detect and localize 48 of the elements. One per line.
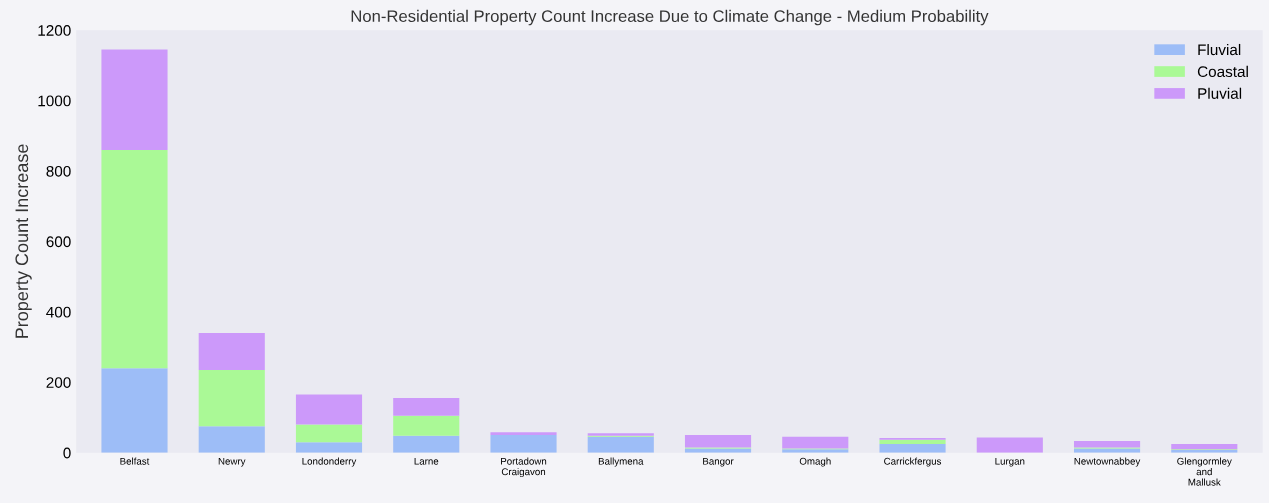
bar	[393, 398, 460, 416]
bar	[490, 435, 557, 453]
bar	[879, 443, 946, 453]
x-tick-label: Ballymena	[598, 457, 644, 467]
bar	[198, 426, 265, 453]
bar	[295, 424, 363, 443]
legend-label: Fluvial	[1198, 43, 1241, 56]
bar	[490, 432, 557, 436]
x-tick-label: Lurgan	[995, 457, 1025, 467]
x-tick-label: Carrickfergus	[884, 457, 942, 467]
y-tick-label: 0	[63, 447, 71, 459]
bar	[101, 49, 168, 150]
bar	[684, 435, 752, 448]
y-tick-label: 1200	[38, 25, 71, 36]
y-tick-label: 400	[46, 306, 71, 318]
bar	[1171, 443, 1238, 450]
bar	[198, 369, 265, 427]
bar	[1073, 441, 1141, 448]
bar	[393, 415, 460, 436]
bar	[587, 436, 654, 453]
legend-label: Coastal	[1197, 65, 1248, 78]
bar	[684, 448, 752, 453]
bar	[976, 437, 1043, 453]
chart-title: Non-Residential Property Count Increase Due to Climate Change - Medium Probability	[351, 9, 989, 26]
y-tick-label: 800	[46, 165, 71, 177]
x-tick-label: Omagh	[799, 457, 831, 467]
x-tick-label: Belfast	[120, 457, 150, 465]
x-tick-label: Newry	[218, 457, 246, 467]
x-tick-label: Londonderry	[302, 457, 357, 467]
y-tick-label: 200	[46, 377, 71, 388]
bar	[101, 149, 168, 369]
bar	[295, 394, 363, 425]
bar	[198, 332, 265, 370]
x-tick-label: Glengormley and Mallusk	[1177, 457, 1232, 486]
x-tick-label: Larne	[414, 457, 439, 465]
bar	[879, 439, 946, 444]
x-tick-label: Portadown Craigavon	[501, 457, 547, 478]
x-tick-label: Bangor	[703, 457, 734, 467]
bar	[101, 368, 168, 453]
bar	[295, 442, 363, 453]
bar	[393, 435, 460, 453]
bar	[1073, 448, 1141, 453]
y-axis-title: Property Count Increase	[15, 144, 32, 338]
bar	[782, 436, 849, 449]
x-tick-label: Newtownabbey	[1074, 457, 1141, 467]
legend-label: Pluvial	[1198, 87, 1242, 99]
y-tick-label: 600	[46, 236, 71, 248]
y-tick-label: 1000	[38, 95, 71, 107]
